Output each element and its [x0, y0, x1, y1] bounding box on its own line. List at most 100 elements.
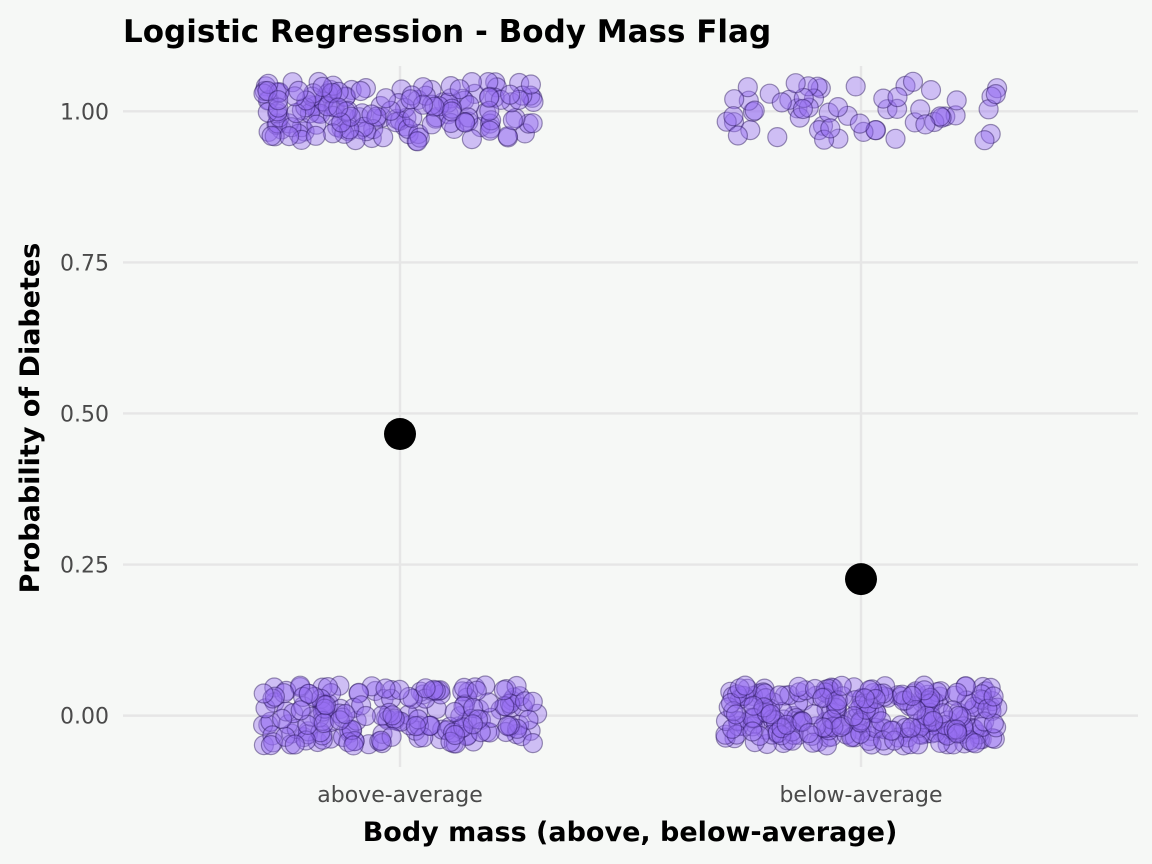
- observation-point: [345, 130, 366, 151]
- observation-point: [318, 83, 339, 104]
- observation-point: [761, 724, 783, 745]
- observation-point: [744, 731, 765, 753]
- observation-point: [389, 679, 410, 701]
- observation-point: [352, 103, 373, 124]
- observation-point: [361, 104, 382, 125]
- observation-point: [909, 717, 930, 738]
- observation-point: [342, 720, 363, 741]
- observation-point: [971, 729, 992, 750]
- observation-point: [944, 685, 965, 706]
- observation-point: [348, 683, 369, 704]
- observation-point: [480, 118, 501, 139]
- observation-point: [461, 708, 482, 729]
- observation-point: [298, 683, 319, 704]
- observation-point: [372, 107, 393, 128]
- observation-point: [497, 715, 518, 736]
- observation-point: [371, 705, 392, 726]
- observation-point: [924, 111, 945, 133]
- observation-point: [726, 684, 748, 705]
- observation-point: [520, 85, 541, 106]
- observation-point: [953, 716, 974, 737]
- observation-point: [328, 97, 349, 118]
- observation-point: [317, 676, 339, 698]
- observation-point: [497, 126, 518, 147]
- observation-point: [293, 726, 314, 748]
- observation-point: [264, 677, 285, 698]
- observation-point: [373, 688, 394, 710]
- observation-point: [356, 121, 377, 142]
- y-tick-label: 0.75: [60, 251, 109, 276]
- observation-point: [475, 675, 496, 696]
- observation-point: [306, 114, 327, 135]
- observation-point: [806, 685, 827, 707]
- observation-point: [329, 710, 350, 731]
- observation-point: [499, 715, 520, 736]
- observation-point: [390, 711, 411, 732]
- observation-point: [443, 733, 464, 754]
- observation-point: [425, 680, 446, 701]
- observation-point: [729, 688, 751, 710]
- observation-point: [323, 97, 344, 118]
- observation-point: [518, 709, 539, 730]
- observation-point: [444, 724, 466, 746]
- observation-point: [496, 678, 517, 700]
- observation-point: [825, 697, 847, 719]
- observation-point: [737, 77, 758, 98]
- observation-point: [324, 97, 345, 118]
- observation-point: [769, 685, 790, 706]
- observation-point: [268, 97, 289, 118]
- observation-point: [415, 678, 436, 699]
- observation-point: [458, 111, 479, 132]
- observation-point: [930, 732, 951, 754]
- observation-point: [500, 84, 521, 105]
- observation-point: [369, 731, 390, 752]
- observation-point: [752, 699, 774, 720]
- observation-point: [278, 113, 299, 134]
- observation-point: [490, 89, 511, 111]
- observation-point: [312, 725, 333, 746]
- observation-point: [382, 705, 403, 726]
- observation-point: [982, 690, 1003, 712]
- observation-point: [874, 686, 895, 707]
- observation-point: [375, 88, 396, 109]
- observation-point: [858, 730, 879, 752]
- observation-point: [964, 696, 985, 717]
- observation-point: [314, 694, 335, 716]
- observation-point: [899, 695, 920, 717]
- observation-point: [853, 121, 874, 142]
- observation-point: [900, 734, 921, 755]
- observation-point: [501, 92, 522, 113]
- observation-point: [413, 77, 434, 98]
- observation-point: [987, 697, 1008, 718]
- observation-point: [915, 114, 936, 135]
- observation-point: [742, 716, 763, 737]
- observation-point: [792, 711, 813, 732]
- observation-point: [788, 710, 809, 731]
- observation-point: [373, 127, 394, 148]
- observation-point: [428, 680, 449, 701]
- observation-point: [725, 704, 747, 725]
- observation-point: [734, 675, 756, 696]
- observation-point: [381, 688, 402, 709]
- observation-point: [423, 679, 444, 700]
- observation-point: [965, 733, 986, 754]
- observation-point: [310, 722, 331, 743]
- observation-point: [257, 90, 278, 111]
- observation-point: [920, 706, 941, 727]
- observation-point: [499, 693, 521, 714]
- observation-point: [871, 711, 892, 732]
- observation-point: [260, 711, 281, 732]
- observation-point: [822, 678, 844, 699]
- observation-point: [266, 114, 287, 135]
- observation-point: [715, 727, 736, 748]
- observation-point: [904, 112, 925, 133]
- observation-point: [281, 723, 302, 744]
- observation-point: [786, 707, 807, 729]
- observation-point: [449, 79, 470, 100]
- observation-point: [439, 716, 461, 737]
- observation-point: [511, 725, 532, 747]
- observation-point: [892, 684, 913, 705]
- observation-point: [512, 697, 534, 718]
- observation-point: [860, 726, 881, 747]
- observation-point: [929, 686, 951, 707]
